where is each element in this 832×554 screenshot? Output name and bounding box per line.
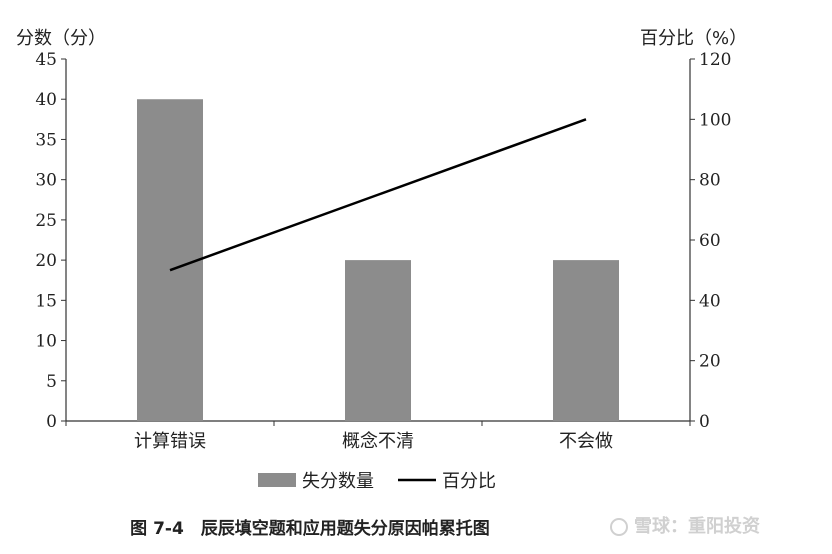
legend-bar-label: 失分数量	[302, 471, 374, 492]
right-tick-label: 80	[699, 171, 721, 191]
left-axis-title: 分数（分）	[16, 28, 106, 49]
left-tick-label: 10	[35, 332, 57, 352]
bar	[137, 99, 203, 421]
left-tick-label: 20	[35, 251, 57, 271]
tick-labels: 0 5 10 15 20 25 30 35 40 45 0 20 40 60 80 100 120 计算错误 概念不…	[35, 50, 731, 452]
right-tick-label: 0	[699, 412, 710, 432]
right-axis-title: 百分比（%）	[640, 28, 747, 49]
left-tick-label: 15	[35, 291, 57, 311]
chart-legend: 失分数量 百分比	[258, 471, 496, 492]
right-tick-label: 20	[699, 352, 721, 372]
right-tick-label: 100	[699, 110, 731, 130]
right-tick-label: 40	[699, 291, 721, 311]
percentage-line	[169, 118, 587, 272]
left-tick-label: 25	[35, 211, 57, 231]
watermark-text: 雪球：重阳投资	[634, 516, 760, 537]
category-label: 概念不清	[342, 430, 414, 452]
legend-line-label: 百分比	[442, 471, 496, 492]
right-tick-label: 60	[699, 231, 721, 251]
left-tick-label: 0	[46, 412, 57, 432]
left-tick-label: 40	[35, 90, 57, 110]
left-tick-label: 5	[46, 372, 57, 392]
line-series	[169, 118, 587, 272]
figure-caption: 图 7-4 辰辰填空题和应用题失分原因帕累托图	[130, 519, 490, 539]
category-label: 计算错误	[134, 431, 206, 452]
right-tick-label: 120	[699, 50, 731, 70]
watermark: 雪球：重阳投资	[610, 512, 760, 538]
bar	[553, 260, 619, 421]
bar	[345, 260, 411, 421]
left-tick-label: 45	[35, 50, 57, 70]
left-tick-label: 35	[35, 130, 57, 150]
left-tick-label: 30	[35, 171, 57, 191]
legend-bar-swatch	[258, 473, 296, 487]
bar-series	[137, 99, 619, 421]
snowball-logo-icon	[610, 518, 628, 536]
category-label: 不会做	[559, 431, 613, 452]
